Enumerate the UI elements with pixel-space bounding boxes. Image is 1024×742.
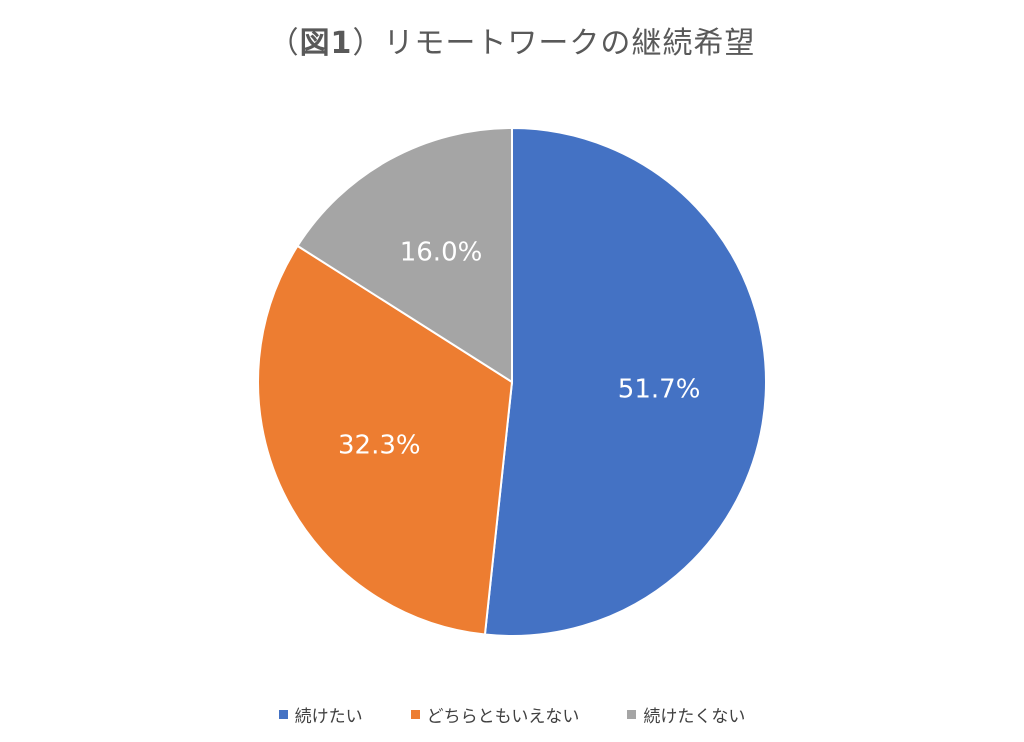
legend-label-not-continue: 続けたくない: [643, 707, 746, 727]
title-bracket-close: ）: [352, 26, 384, 61]
chart-title: （図1）リモートワークの継続希望: [0, 18, 1024, 62]
pie-slice-neutral: [257, 244, 514, 636]
data-label-continue: 51.7%: [618, 374, 701, 404]
title-text: リモートワークの継続希望: [383, 26, 756, 61]
chart-legend: 続けたい どちらともいえない 続けたくない: [0, 702, 1024, 727]
title-bracket-open: （: [268, 26, 300, 61]
pie-slice-continue: [483, 126, 767, 637]
legend-swatch-continue: [278, 710, 288, 719]
data-label-not-continue: 16.0%: [400, 237, 483, 267]
legend-label-continue: 続けたい: [294, 707, 363, 727]
legend-label-neutral: どちらともいえない: [426, 707, 580, 727]
legend-item-continue: 続けたい: [278, 702, 363, 727]
legend-item-not-continue: 続けたくない: [627, 702, 745, 727]
legend-swatch-not-continue: [627, 710, 637, 719]
data-label-neutral: 32.3%: [338, 430, 421, 460]
pie-slice-not-continue: [296, 126, 513, 384]
legend-swatch-neutral: [410, 710, 420, 719]
title-figure-label: 図1: [299, 26, 353, 61]
legend-item-neutral: どちらともいえない: [410, 702, 580, 727]
